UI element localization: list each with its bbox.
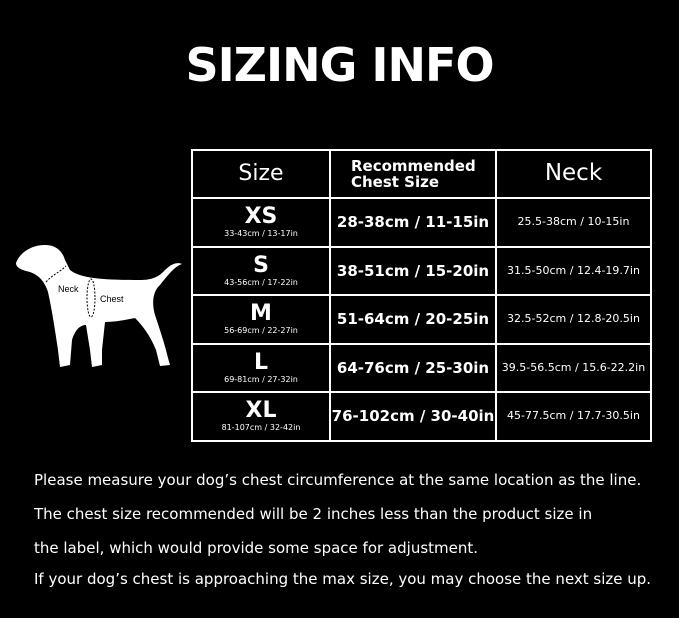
size-label: S	[253, 252, 269, 278]
measurement-notes: Please measure your dog’s chest circumfe…	[34, 470, 651, 599]
neck-size: 32.5-52cm / 12.8-20.5in	[495, 294, 652, 345]
header-size: Size	[191, 149, 331, 199]
header-neck: Neck	[495, 149, 652, 199]
note-line: the label, which would provide some spac…	[34, 539, 479, 557]
chest-size: 28-38cm / 11-15in	[329, 197, 497, 248]
size-label: XL	[245, 398, 277, 424]
size-label: XS	[244, 204, 278, 230]
dog-silhouette	[16, 245, 182, 367]
neck-size: 31.5-50cm / 12.4-19.7in	[495, 245, 652, 296]
chest-size: 64-76cm / 25-30in	[329, 342, 497, 393]
table-row: XS 33-43cm / 13-17in 28-38cm / 11-15in 25…	[191, 197, 652, 248]
table-row: L 69-81cm / 27-32in 64-76cm / 25-30in 39.…	[191, 342, 652, 393]
chest-label: Chest	[100, 294, 124, 304]
header-chest: Recommended Chest Size	[329, 149, 497, 199]
neck-size: 25.5-38cm / 10-15in	[495, 197, 652, 248]
size-label: M	[250, 301, 272, 327]
note-line: If your dog’s chest is approaching the m…	[34, 570, 652, 588]
chest-size: 38-51cm / 15-20in	[329, 245, 497, 296]
size-range: 33-43cm / 13-17in	[224, 229, 298, 239]
chest-size: 51-64cm / 20-25in	[329, 294, 497, 345]
size-range: 56-69cm / 22-27in	[224, 326, 298, 336]
sizing-table: Size Recommended Chest Size Neck XS 33-43…	[191, 149, 652, 442]
size-range: 69-81cm / 27-32in	[224, 374, 298, 384]
dog-measurement-diagram: Neck Chest	[16, 245, 182, 367]
size-label: L	[253, 349, 269, 375]
neck-label: Neck	[58, 284, 79, 294]
chest-size: 76-102cm / 30-40in	[329, 391, 497, 442]
note-line: The chest size recommended will be 2 inc…	[34, 505, 593, 523]
neck-size: 39.5-56.5cm / 15.6-22.2in	[495, 342, 652, 393]
neck-size: 45-77.5cm / 17.7-30.5in	[495, 391, 652, 442]
table-row: M 56-69cm / 22-27in 51-64cm / 20-25in 32.…	[191, 294, 652, 345]
note-line: Please measure your dog’s chest circumfe…	[34, 471, 642, 489]
table-row: XL 81-107cm / 32-42in 76-102cm / 30-40in …	[191, 391, 652, 442]
chest-line	[86, 278, 96, 318]
table-row: S 43-56cm / 17-22in 38-51cm / 15-20in 31.…	[191, 245, 652, 296]
size-range: 81-107cm / 32-42in	[221, 423, 301, 433]
page-title: SIZING INFO	[185, 38, 494, 92]
table-header-row: Size Recommended Chest Size Neck	[191, 149, 652, 199]
size-range: 43-56cm / 17-22in	[224, 277, 298, 287]
